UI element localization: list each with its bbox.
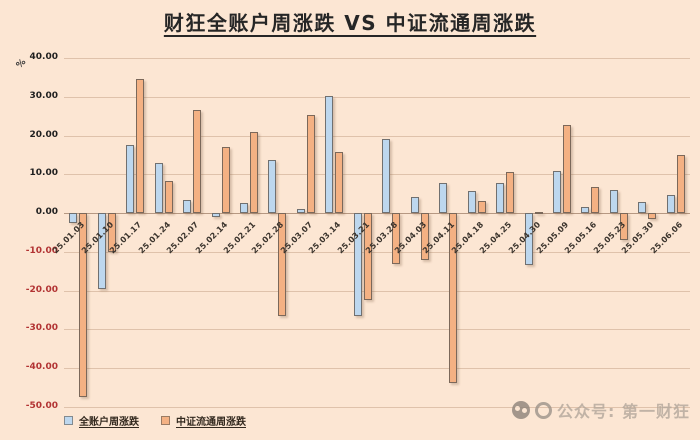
- y-tick-label: 20.00: [29, 129, 58, 140]
- csi-bar: [477, 200, 486, 214]
- csi-bar: [563, 125, 571, 214]
- csi-bar: [534, 211, 543, 214]
- zero-axis-line: [64, 213, 690, 215]
- csi-bar: [164, 180, 173, 214]
- legend-swatch-account: [64, 416, 73, 425]
- csi-bar: [449, 213, 458, 383]
- csi-bar: [335, 151, 344, 214]
- csi-bar: [619, 213, 628, 241]
- watermark-text: 公众号: 第一财狂: [557, 402, 690, 421]
- csi-bar: [648, 213, 657, 220]
- csi-bar: [306, 115, 315, 214]
- csi-bar: [278, 213, 287, 316]
- account-bar: [126, 145, 135, 214]
- account-bar: [467, 191, 476, 214]
- gridline: [64, 135, 690, 137]
- account-bar: [268, 159, 277, 214]
- csi-bar: [221, 147, 230, 214]
- account-bar: [154, 162, 163, 214]
- csi-bar: [79, 213, 88, 398]
- account-bar: [439, 182, 448, 214]
- account-bar: [496, 182, 504, 214]
- csi-bar: [506, 172, 514, 214]
- account-bar: [183, 200, 191, 214]
- account-bar: [296, 209, 305, 214]
- csi-bar: [250, 131, 258, 214]
- account-bar: [353, 213, 362, 316]
- account-bar: [638, 202, 647, 214]
- gridline: [64, 251, 690, 253]
- legend-label-account: 全账户周涨跌: [79, 417, 139, 428]
- csi-bar: [420, 213, 429, 261]
- y-tick-label: 0.00: [35, 207, 58, 218]
- gridline: [64, 96, 690, 98]
- legend-label-csi: 中证流通周涨跌: [176, 417, 246, 428]
- app-logo-icon: [535, 401, 553, 419]
- csi-bar: [193, 110, 201, 214]
- account-bar: [97, 213, 106, 289]
- y-tick-label: -10.00: [25, 245, 58, 256]
- y-tick-label: -50.00: [25, 401, 58, 411]
- csi-bar: [392, 213, 401, 265]
- account-bar: [410, 196, 419, 214]
- y-tick-label: 40.00: [29, 52, 58, 62]
- legend-item-csi: 中证流通周涨跌: [161, 413, 246, 428]
- legend-item-account: 全账户周涨跌: [64, 413, 139, 428]
- y-tick-label: -30.00: [25, 323, 58, 334]
- y-tick-label: -40.00: [25, 362, 58, 373]
- account-bar: [553, 171, 561, 214]
- account-bar: [325, 95, 334, 214]
- gridline: [64, 368, 690, 370]
- y-tick-label: 30.00: [29, 90, 58, 101]
- gridline: [64, 58, 690, 59]
- account-bar: [240, 203, 248, 214]
- account-bar: [666, 194, 675, 214]
- y-tick-label: 10.00: [29, 168, 58, 179]
- account-bar: [69, 213, 78, 223]
- legend-swatch-csi: [161, 416, 170, 425]
- watermark: 公众号: 第一财狂: [512, 398, 690, 422]
- gridline: [64, 329, 690, 331]
- account-bar: [581, 206, 590, 214]
- account-bar: [524, 213, 533, 265]
- account-bar: [609, 190, 618, 214]
- gridline: [64, 174, 690, 176]
- legend: 全账户周涨跌 中证流通周涨跌: [64, 413, 246, 428]
- csi-bar: [363, 213, 372, 301]
- account-bar: [382, 139, 391, 214]
- csi-bar: [136, 79, 145, 214]
- gridline: [64, 290, 690, 292]
- gridline: [64, 407, 690, 408]
- csi-bar: [107, 213, 116, 252]
- csi-bar: [591, 186, 600, 214]
- csi-bar: [676, 155, 685, 214]
- chart-title: 财狂全账户周涨跌 VS 中证流通周涨跌: [163, 11, 537, 35]
- account-bar: [211, 213, 220, 217]
- wechat-icon: [512, 401, 531, 419]
- y-tick-label: -20.00: [25, 284, 58, 295]
